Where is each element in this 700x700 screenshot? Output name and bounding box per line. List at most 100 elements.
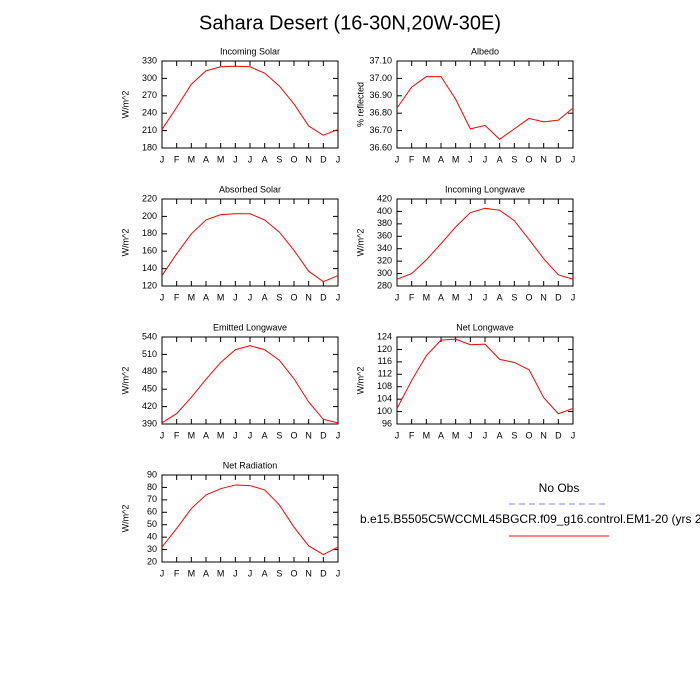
y-tick-label: 108 xyxy=(377,381,392,391)
y-axis-label: W/m^2 xyxy=(355,367,365,395)
y-tick-label: 320 xyxy=(377,256,392,266)
y-tick-label: 30 xyxy=(147,544,157,554)
y-tick-label: 124 xyxy=(377,331,392,341)
x-tick-label: M xyxy=(452,292,460,302)
legend-label: No Obs xyxy=(539,481,580,495)
x-tick-label: D xyxy=(320,292,327,302)
y-tick-label: 90 xyxy=(147,469,157,479)
x-tick-label: D xyxy=(320,430,327,440)
x-tick-label: O xyxy=(525,292,532,302)
x-tick-label: S xyxy=(276,292,282,302)
y-tick-label: 20 xyxy=(147,556,157,566)
x-tick-label: A xyxy=(438,292,444,302)
x-tick-label: J xyxy=(248,154,253,164)
data-line xyxy=(396,207,574,280)
panel-title: Net Longwave xyxy=(456,322,514,332)
data-line xyxy=(161,484,339,556)
x-tick-label: A xyxy=(438,430,444,440)
x-tick-label: J xyxy=(233,430,238,440)
x-tick-label: J xyxy=(571,430,576,440)
x-tick-label: M xyxy=(217,568,225,578)
x-tick-label: F xyxy=(174,154,180,164)
panel-title: Incoming Solar xyxy=(220,46,280,56)
x-tick-label: S xyxy=(511,154,517,164)
x-tick-label: N xyxy=(540,430,547,440)
y-tick-label: 360 xyxy=(377,231,392,241)
y-tick-label: 36.80 xyxy=(369,108,392,118)
x-tick-label: F xyxy=(174,292,180,302)
y-tick-label: 180 xyxy=(142,142,157,152)
x-tick-label: S xyxy=(276,154,282,164)
x-tick-label: J xyxy=(571,292,576,302)
x-tick-label: D xyxy=(555,430,562,440)
x-tick-label: S xyxy=(511,430,517,440)
y-tick-label: 160 xyxy=(142,246,157,256)
data-line xyxy=(161,65,339,136)
y-tick-label: 96 xyxy=(382,418,392,428)
y-tick-label: 240 xyxy=(142,108,157,118)
x-tick-label: S xyxy=(276,568,282,578)
x-tick-label: N xyxy=(305,292,312,302)
y-tick-label: 36.70 xyxy=(369,125,392,135)
x-tick-label: J xyxy=(160,292,165,302)
plot-frame xyxy=(396,60,574,149)
y-axis-label: W/m^2 xyxy=(120,91,130,119)
x-tick-label: J xyxy=(483,430,488,440)
y-tick-label: 200 xyxy=(142,211,157,221)
x-tick-label: S xyxy=(511,292,517,302)
x-tick-label: J xyxy=(248,568,253,578)
y-tick-label: 280 xyxy=(377,280,392,290)
plot-frame xyxy=(396,336,574,425)
y-axis-label: W/m^2 xyxy=(120,367,130,395)
y-tick-label: 400 xyxy=(377,206,392,216)
y-tick-label: 120 xyxy=(377,344,392,354)
x-tick-label: J xyxy=(468,430,473,440)
y-tick-label: 450 xyxy=(142,384,157,394)
x-tick-label: J xyxy=(233,568,238,578)
x-tick-label: M xyxy=(423,154,431,164)
x-tick-label: F xyxy=(174,430,180,440)
y-tick-label: 220 xyxy=(142,193,157,203)
x-tick-label: M xyxy=(188,154,196,164)
y-tick-label: 60 xyxy=(147,507,157,517)
y-tick-label: 340 xyxy=(377,243,392,253)
data-line xyxy=(396,338,574,415)
x-tick-label: J xyxy=(233,292,238,302)
x-tick-label: D xyxy=(555,154,562,164)
x-tick-label: M xyxy=(217,430,225,440)
y-tick-label: 50 xyxy=(147,519,157,529)
y-tick-label: 420 xyxy=(142,401,157,411)
x-tick-label: O xyxy=(525,154,532,164)
y-tick-label: 36.90 xyxy=(369,90,392,100)
y-tick-label: 420 xyxy=(377,193,392,203)
x-tick-label: F xyxy=(409,430,415,440)
x-tick-label: A xyxy=(262,430,268,440)
x-tick-label: A xyxy=(262,568,268,578)
y-tick-label: 80 xyxy=(147,482,157,492)
x-tick-label: O xyxy=(290,292,297,302)
x-tick-label: J xyxy=(336,292,341,302)
y-tick-label: 330 xyxy=(142,55,157,65)
y-axis-label: W/m^2 xyxy=(355,229,365,257)
panel-title: Incoming Longwave xyxy=(445,184,525,194)
x-tick-label: A xyxy=(203,430,209,440)
x-tick-label: A xyxy=(203,154,209,164)
x-tick-label: J xyxy=(483,292,488,302)
x-tick-label: F xyxy=(174,568,180,578)
x-tick-label: J xyxy=(483,154,488,164)
plot-frame xyxy=(161,474,339,563)
x-tick-label: A xyxy=(203,292,209,302)
x-tick-label: M xyxy=(217,154,225,164)
y-axis-label: W/m^2 xyxy=(120,505,130,533)
y-tick-label: 37.10 xyxy=(369,55,392,65)
x-tick-label: J xyxy=(468,292,473,302)
y-tick-label: 70 xyxy=(147,494,157,504)
x-tick-label: M xyxy=(423,430,431,440)
x-tick-label: J xyxy=(160,568,165,578)
x-tick-label: O xyxy=(290,430,297,440)
x-tick-label: J xyxy=(248,430,253,440)
y-tick-label: 116 xyxy=(378,356,392,366)
y-tick-label: 120 xyxy=(142,280,157,290)
x-tick-label: J xyxy=(468,154,473,164)
